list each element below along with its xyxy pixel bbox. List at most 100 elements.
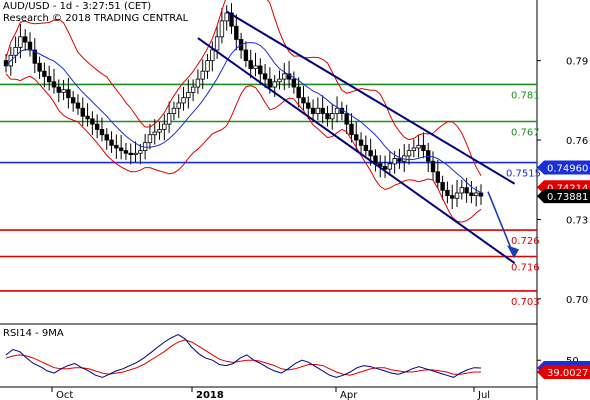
candle-body bbox=[421, 144, 426, 152]
candle-body bbox=[464, 187, 469, 194]
price-tag: 0.74960 bbox=[537, 160, 590, 175]
level-label-0.703: 0.703 bbox=[511, 297, 540, 308]
rsi-tag-text: 39.0027 bbox=[547, 368, 588, 379]
bollinger-upper-band bbox=[5, 0, 482, 176]
candle-body bbox=[162, 123, 167, 130]
candle-body bbox=[85, 115, 90, 120]
level-label-0.781: 0.781 bbox=[511, 90, 540, 101]
time-axis-label: Oct bbox=[56, 390, 73, 400]
time-axis-label: Apr bbox=[340, 390, 358, 400]
time-axis-label: Jul bbox=[477, 390, 490, 400]
candle-body bbox=[27, 41, 33, 51]
candle-body bbox=[296, 86, 301, 99]
candle-body bbox=[56, 86, 61, 93]
candle-body bbox=[334, 107, 340, 114]
candle-body bbox=[195, 78, 201, 88]
moving-average-line bbox=[5, 42, 482, 193]
candle-body bbox=[210, 49, 215, 62]
candle-body bbox=[171, 107, 177, 114]
candle-body bbox=[478, 192, 484, 197]
candle-body bbox=[382, 166, 388, 170]
candle-body bbox=[46, 76, 52, 83]
candle-body bbox=[435, 171, 441, 183]
candle-body bbox=[94, 123, 100, 130]
candle-body bbox=[387, 163, 393, 170]
candle-body bbox=[123, 150, 129, 154]
candle-body bbox=[368, 150, 373, 157]
level-label-0.716: 0.716 bbox=[511, 263, 540, 274]
candle-body bbox=[133, 152, 138, 155]
candle-body bbox=[354, 134, 359, 141]
candle-body bbox=[99, 129, 105, 136]
level-label-0.7515: 0.7515 bbox=[506, 169, 541, 180]
price-tag-text: 0.74214 bbox=[547, 183, 588, 194]
price-tag-background bbox=[537, 160, 590, 175]
candle-body bbox=[138, 150, 143, 154]
rsi-panel-title: RSI14 - 9MA bbox=[3, 328, 64, 339]
candle-body bbox=[306, 102, 311, 109]
rsi-ma-line bbox=[5, 339, 481, 376]
candle-body bbox=[118, 147, 124, 152]
candle-body bbox=[392, 158, 397, 165]
candle-body bbox=[301, 97, 306, 104]
candle-body bbox=[363, 144, 369, 152]
candle-body bbox=[349, 123, 354, 136]
candle-body bbox=[42, 70, 47, 77]
candle-body bbox=[109, 139, 114, 146]
candle-body bbox=[32, 49, 37, 64]
candle-body bbox=[286, 73, 292, 80]
level-label-0.726: 0.726 bbox=[511, 236, 540, 247]
candle-body bbox=[13, 46, 18, 56]
candle-body bbox=[181, 97, 186, 104]
candle-body bbox=[397, 158, 402, 162]
candle-body bbox=[258, 65, 263, 75]
candle-body bbox=[248, 60, 253, 69]
candle-body bbox=[128, 152, 133, 155]
candle-body bbox=[186, 91, 191, 99]
price-axis-label: 0.73 bbox=[566, 215, 588, 226]
candle-body bbox=[454, 192, 460, 199]
candlestick-series bbox=[3, 3, 484, 210]
projection-arrow-head bbox=[507, 245, 519, 259]
candle-body bbox=[262, 73, 268, 80]
price-axis-label: 0.76 bbox=[566, 136, 588, 147]
candle-body bbox=[325, 113, 330, 120]
channel-upper-line bbox=[226, 10, 516, 185]
candle-body bbox=[214, 36, 220, 51]
price-tag-background bbox=[537, 189, 590, 204]
research-copyright: Research © 2018 TRADING CENTRAL bbox=[3, 13, 189, 24]
candle-body bbox=[157, 129, 162, 133]
candle-body bbox=[406, 150, 412, 157]
candle-body bbox=[430, 160, 436, 173]
price-tag-text: 0.74960 bbox=[547, 164, 588, 175]
candle-body bbox=[229, 12, 234, 27]
level-label-0.767: 0.767 bbox=[511, 128, 540, 139]
candle-body bbox=[147, 134, 153, 144]
time-axis-label: 2018 bbox=[196, 390, 224, 400]
candle-body bbox=[440, 181, 445, 191]
candle-body bbox=[166, 113, 172, 125]
candle-body bbox=[310, 107, 316, 114]
candle-body bbox=[459, 187, 465, 194]
candle-body bbox=[416, 144, 421, 149]
candle-body bbox=[315, 107, 321, 114]
price-tag: 0.73881 bbox=[537, 189, 590, 204]
candle-body bbox=[205, 60, 210, 72]
candle-body bbox=[219, 20, 225, 38]
candle-body bbox=[80, 107, 85, 117]
candle-body bbox=[66, 89, 71, 99]
candle-body bbox=[75, 102, 81, 109]
candle-body bbox=[282, 73, 287, 80]
candle-body bbox=[37, 62, 42, 72]
price-axis-label: 0.70 bbox=[566, 295, 588, 306]
candle-body bbox=[474, 192, 479, 197]
chart-symbol-header: AUD/USD - 1d - 3:27:51 (CET) bbox=[3, 1, 152, 12]
candle-body bbox=[330, 113, 335, 120]
candle-body bbox=[114, 144, 119, 149]
rsi-tag-background bbox=[537, 365, 590, 380]
candle-body bbox=[272, 81, 277, 88]
rsi-value-tag: 39.0027 bbox=[537, 365, 590, 380]
candle-body bbox=[277, 78, 282, 83]
